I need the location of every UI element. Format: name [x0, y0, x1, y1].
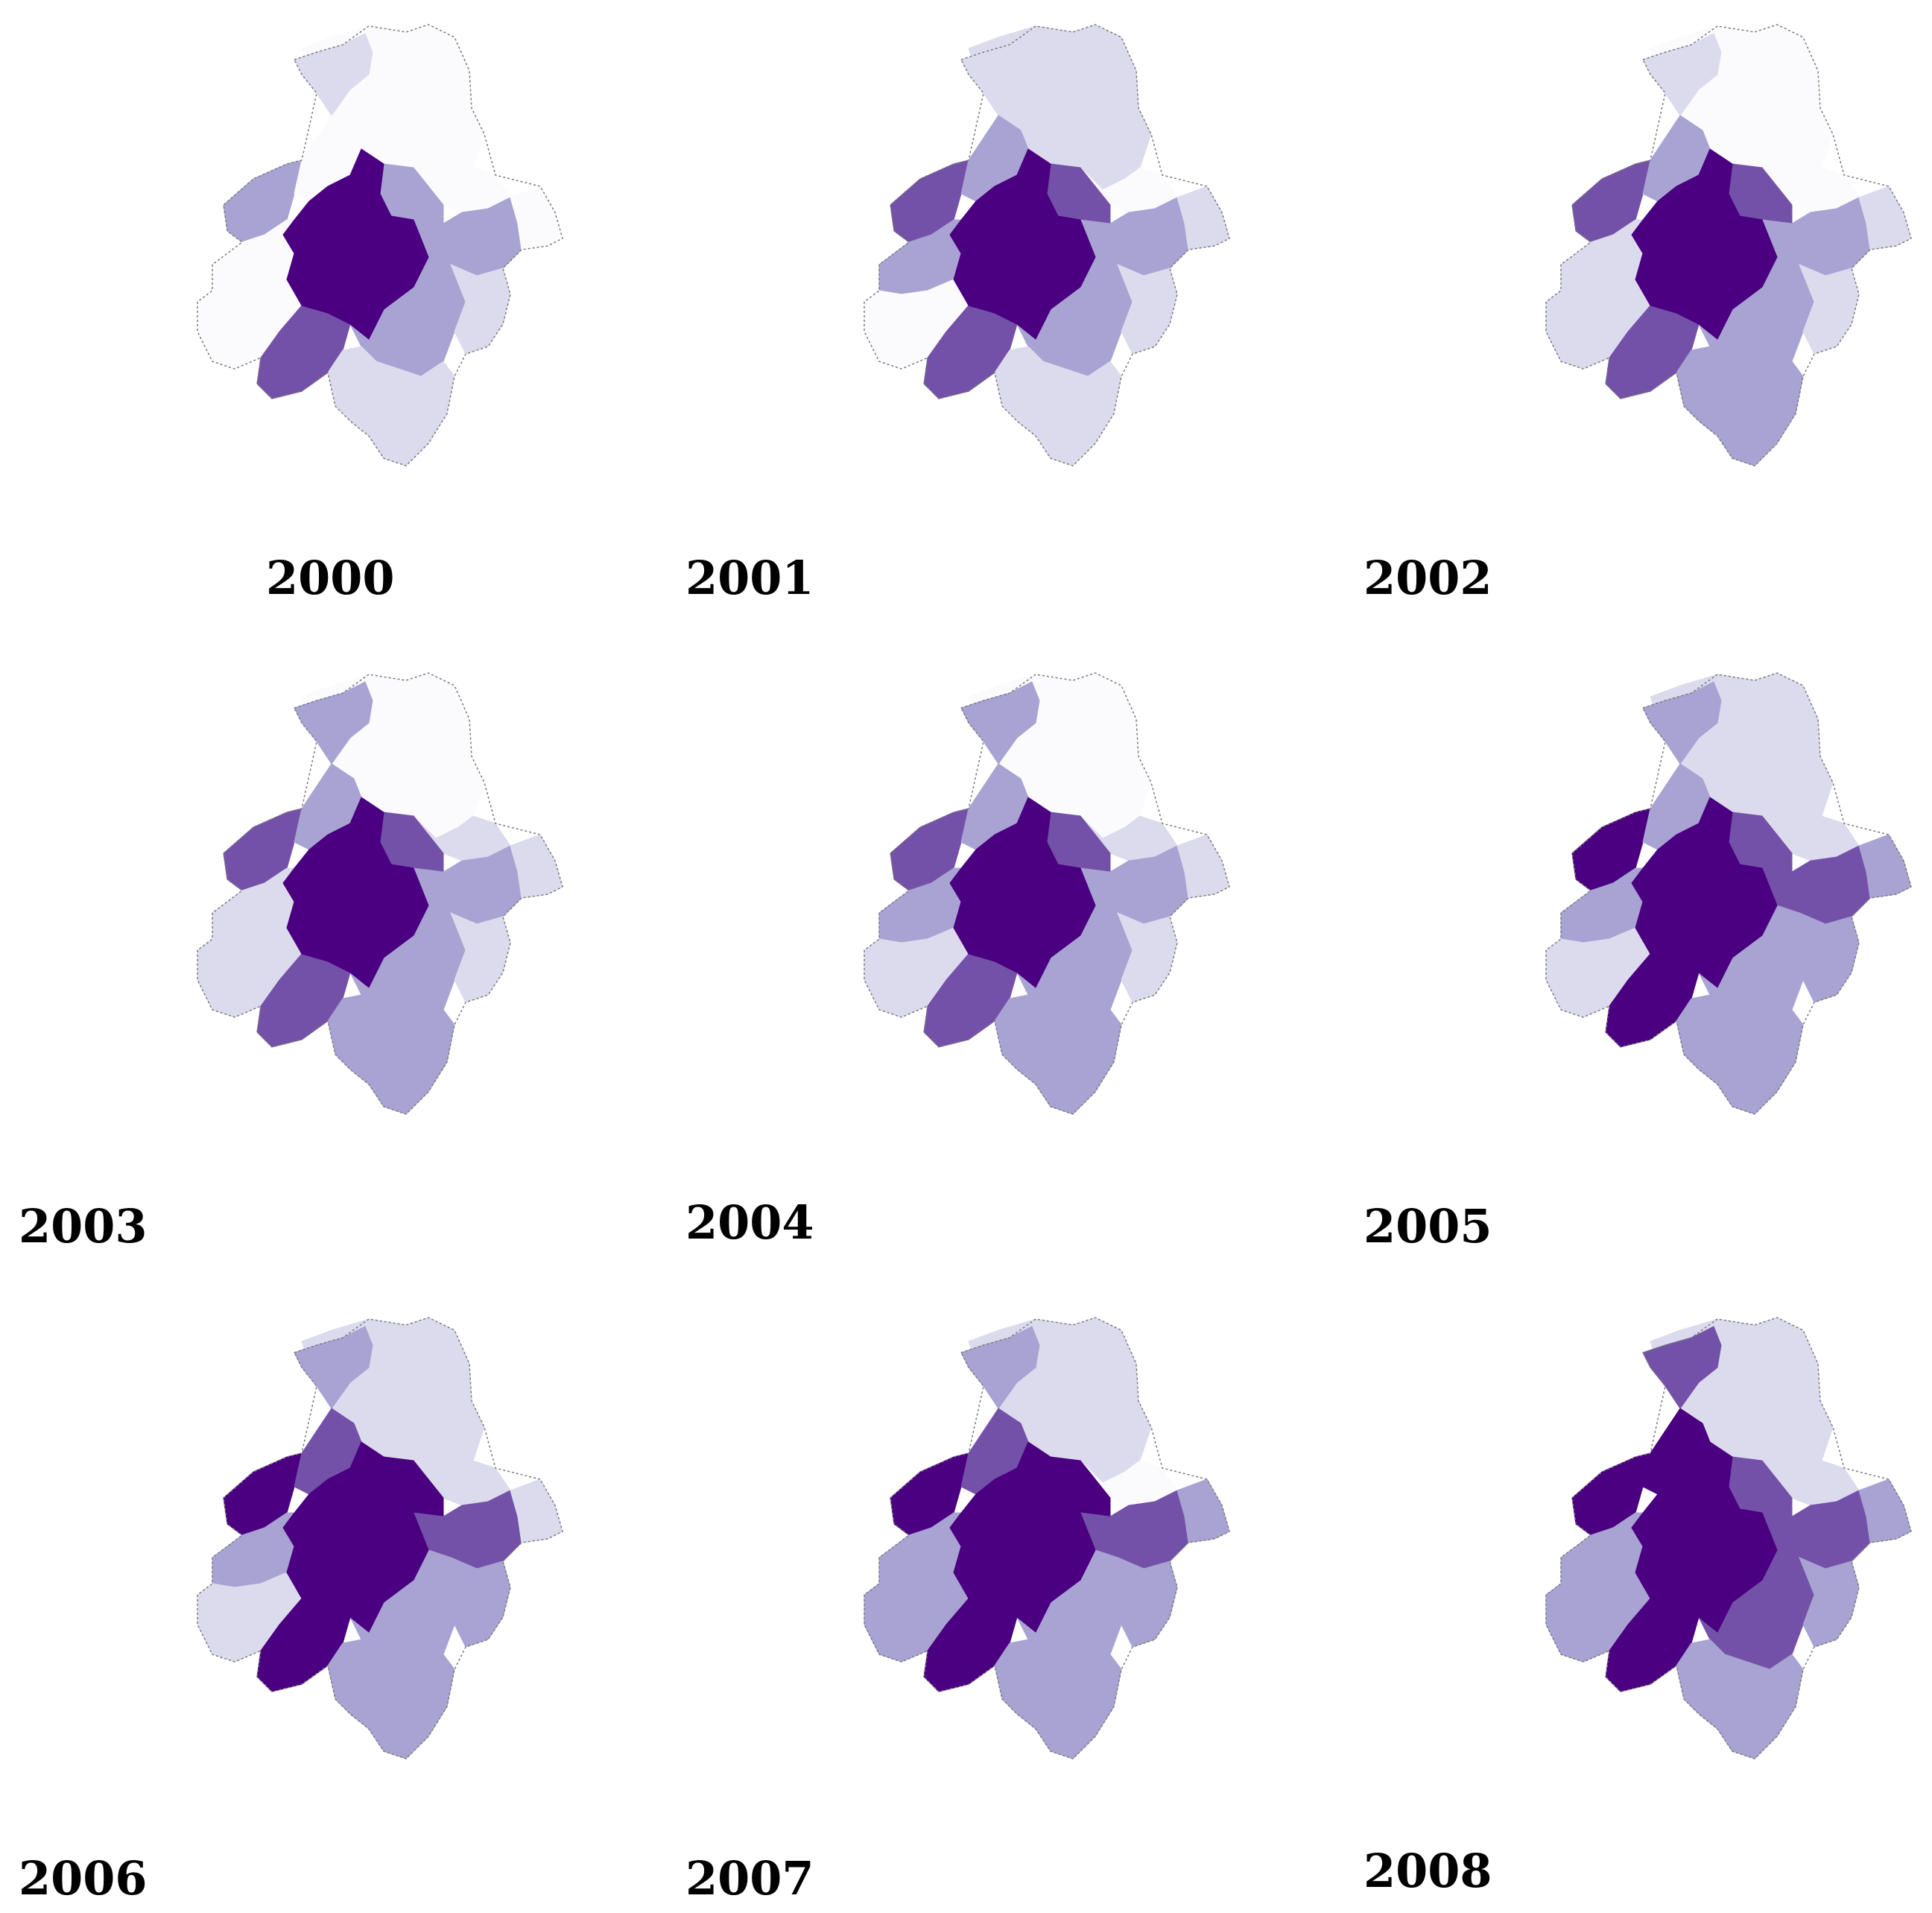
- map-boundary-outline: [864, 672, 1230, 1115]
- region-se-ring: [1117, 264, 1178, 355]
- choropleth-map: [1545, 672, 1912, 1115]
- year-label: 2008: [1364, 1844, 1492, 1898]
- region-west-arm: [223, 808, 303, 891]
- year-label: 2003: [19, 1199, 148, 1253]
- map-boundary-outline: [1545, 1317, 1912, 1759]
- map-boundary-outline: [864, 24, 1230, 467]
- region-west-arm: [1571, 1452, 1651, 1536]
- region-center: [282, 148, 429, 340]
- region-se-ring: [1117, 1557, 1178, 1648]
- choropleth-map: [864, 1317, 1230, 1759]
- region-center: [1631, 1441, 1778, 1633]
- region-north-east: [1761, 815, 1860, 861]
- region-se-ring: [450, 912, 511, 1003]
- region-se-ring: [450, 1557, 511, 1648]
- map-boundary-outline: [197, 1317, 563, 1759]
- region-center: [949, 148, 1096, 340]
- region-west-arm: [890, 1452, 969, 1536]
- map-boundary-outline: [1545, 24, 1912, 467]
- choropleth-map: [197, 672, 563, 1115]
- map-boundary-outline: [197, 24, 563, 467]
- year-label: 2001: [685, 551, 814, 605]
- region-center: [949, 797, 1096, 988]
- region-se-ring: [1799, 264, 1860, 355]
- region-west-arm: [890, 159, 969, 243]
- year-label: 2000: [266, 551, 395, 605]
- choropleth-map: [1545, 24, 1912, 467]
- choropleth-map: [197, 1317, 563, 1759]
- region-north-east: [1761, 1460, 1860, 1506]
- year-label: 2007: [685, 1851, 814, 1906]
- map-boundary-outline: [864, 1317, 1230, 1759]
- choropleth-map: [1545, 1317, 1912, 1759]
- choropleth-map: [864, 24, 1230, 467]
- region-se-ring: [1117, 912, 1178, 1003]
- year-label: 2006: [19, 1851, 148, 1906]
- choropleth-map: [864, 672, 1230, 1115]
- region-se-ring: [1799, 1557, 1860, 1648]
- map-boundary-outline: [1545, 672, 1912, 1115]
- region-center: [1631, 148, 1778, 340]
- year-label: 2004: [685, 1195, 814, 1250]
- map-boundary-outline: [197, 672, 563, 1115]
- region-se-ring: [450, 264, 511, 355]
- region-north-east: [413, 167, 511, 213]
- region-north-east: [1080, 815, 1178, 861]
- region-north-east: [1761, 167, 1860, 213]
- region-se-ring: [1799, 912, 1860, 1003]
- region-west-arm: [223, 159, 303, 243]
- region-north-east: [413, 1460, 511, 1506]
- choropleth-map: [197, 24, 563, 467]
- region-north-east: [1080, 1460, 1178, 1506]
- year-label: 2005: [1364, 1199, 1492, 1253]
- region-center: [949, 1441, 1096, 1633]
- year-label: 2002: [1364, 551, 1492, 605]
- region-west-arm: [223, 1452, 303, 1536]
- region-center: [1631, 797, 1778, 988]
- region-north-east: [1080, 167, 1178, 213]
- region-center: [282, 1441, 429, 1633]
- region-west-arm: [1571, 159, 1651, 243]
- region-west-arm: [1571, 808, 1651, 891]
- region-west-arm: [890, 808, 969, 891]
- region-center: [282, 797, 429, 988]
- region-north-east: [413, 815, 511, 861]
